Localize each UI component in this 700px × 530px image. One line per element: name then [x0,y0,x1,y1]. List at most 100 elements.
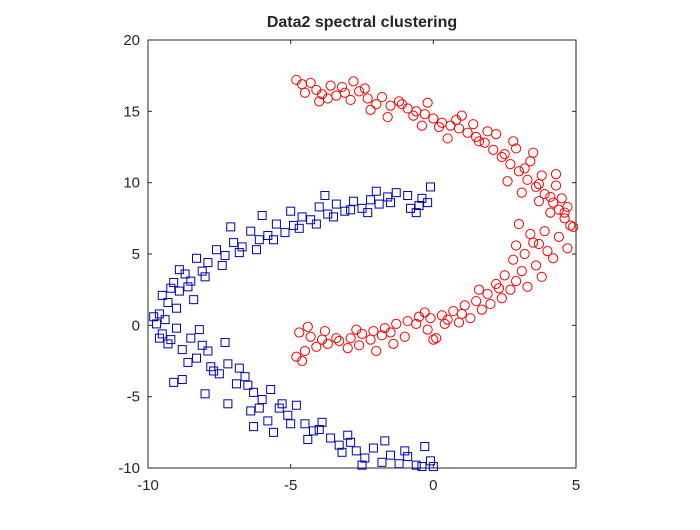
scatter-point-circle [331,333,342,344]
scatter-point-square [186,333,196,343]
scatter-point-circle [548,197,559,208]
scatter-point-circle [342,343,353,354]
scatter-point-circle [393,96,405,107]
scatter-point-circle [345,333,356,344]
scatter-point-circle [528,147,539,158]
scatter-point-square [357,460,367,470]
scatter-point-square [417,193,427,203]
scatter-point-circle [396,99,408,110]
scatter-point-square [177,375,187,385]
scatter-point-square [249,387,259,397]
scatter-point-square [214,369,224,379]
scatter-point-square [286,419,296,429]
scatter-point-square [174,286,184,296]
scatter-point-square [166,283,176,293]
scatter-point-square [328,212,338,222]
scatter-point-square [280,228,290,238]
scatter-point-circle [365,104,376,116]
scatter-point-square [160,315,170,325]
scatter-point-square [346,437,356,447]
y-tick-label: 20 [123,32,140,49]
scatter-point-circle [539,188,550,200]
scatter-point-circle [371,345,382,357]
scatter-point-circle [334,335,345,347]
scatter-point-circle [439,318,450,330]
scatter-point-circle [388,338,399,349]
scatter-point-square [331,199,341,209]
scatter-point-square [203,258,213,268]
scatter-point-square [211,245,221,255]
scatter-point-circle [442,133,453,144]
scatter-point-square [254,403,264,413]
scatter-point-circle [513,218,525,230]
scatter-point-square [303,434,313,444]
scatter-point-square [283,410,293,420]
scatter-point-circle [382,111,393,123]
scatter-point-square [334,440,344,450]
scatter-point-circle [510,240,522,251]
scatter-point-square [337,447,347,457]
scatter-point-square [340,206,350,216]
scatter-point-square [343,430,353,440]
scatter-point-circle [371,99,382,110]
scatter-point-square [377,457,387,467]
scatter-point-square [366,195,376,205]
scatter-point-square [403,191,413,201]
scatter-point-circle [485,298,496,310]
scatter-point-square [323,209,333,219]
scatter-point-square [172,323,182,333]
scatter-point-square [291,400,301,410]
scatter-point-circle [305,331,316,342]
scatter-point-square [183,282,193,292]
scatter-point-circle [311,341,322,352]
scatter-point-circle [522,281,533,292]
scatter-point-square [154,333,164,343]
scatter-point-square [348,196,358,206]
scatter-point-circle [473,136,485,147]
scatter-point-circle [502,176,513,187]
x-tick-label: -10 [137,477,159,494]
scatter-point-circle [530,181,542,193]
scatter-point-square [254,235,264,245]
scatter-point-circle [359,83,370,94]
scatter-point-circle [336,81,348,93]
scatter-point-square [386,450,396,460]
scatter-point-square [174,265,184,275]
scatter-point-square [383,192,393,202]
scatter-point-circle [519,248,530,260]
y-tick-label: 10 [123,175,140,192]
scatter-point-square [425,456,435,466]
scatter-point-circle [345,94,356,106]
scatter-point-square [277,399,287,409]
scatter-point-square [240,372,250,382]
scatter-point-square [314,202,324,212]
scatter-point-circle [339,87,350,98]
scatter-point-circle [296,355,308,367]
scatter-point-circle [468,119,479,130]
scatter-point-square [271,219,281,229]
scatter-point-square [425,182,435,192]
scatter-point-square [200,389,210,399]
scatter-point-square [269,427,279,437]
scatter-point-square [263,416,273,426]
scatter-point-circle [553,231,564,242]
scatter-point-circle [299,345,311,357]
scatter-point-circle [499,270,510,281]
scatter-point-circle [533,238,545,250]
scatter-point-square [257,395,267,405]
scatter-point-circle [479,137,490,148]
scatter-point-square [317,417,327,427]
y-tick-label: 15 [123,103,140,120]
scatter-point-square [374,199,384,209]
y-tick-label: -10 [118,460,140,477]
scatter-point-square [368,443,378,453]
scatter-point-square [149,312,159,322]
scatter-point-square [428,462,438,472]
scatter-point-circle [548,253,559,264]
scatter-point-circle [428,113,439,124]
scatter-point-circle [428,334,439,345]
scatter-point-square [186,276,196,286]
scatter-point-circle [399,331,410,342]
